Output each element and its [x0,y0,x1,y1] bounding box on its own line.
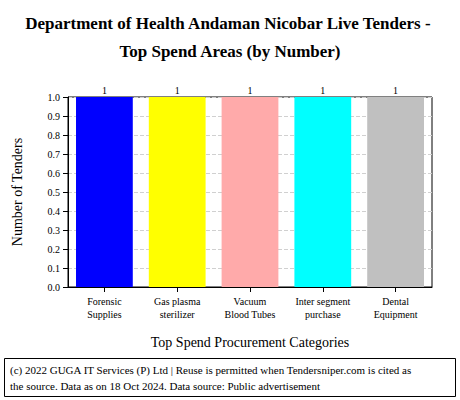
svg-text:0.9: 0.9 [48,111,61,122]
svg-text:1: 1 [320,85,325,96]
svg-text:1.0: 1.0 [48,92,61,103]
svg-text:Blood Tubes: Blood Tubes [225,309,276,320]
svg-text:0.3: 0.3 [48,225,61,236]
svg-text:1: 1 [248,85,253,96]
svg-text:0.2: 0.2 [48,244,61,255]
svg-text:0.7: 0.7 [48,149,61,160]
svg-text:Dental: Dental [382,296,409,307]
svg-text:Supplies: Supplies [87,309,122,320]
svg-text:0.1: 0.1 [48,263,61,274]
svg-text:Equipment: Equipment [374,309,418,320]
svg-text:sterilizer: sterilizer [160,309,196,320]
svg-text:0.5: 0.5 [48,187,61,198]
svg-text:1: 1 [175,85,180,96]
svg-text:Department of Health Andaman N: Department of Health Andaman Nicobar Liv… [25,14,435,33]
svg-text:the source. Data as on 18 Oct: the source. Data as on 18 Oct 2024. Data… [10,380,320,392]
svg-text:Vacuum: Vacuum [234,296,267,307]
svg-text:1: 1 [102,85,107,96]
svg-text:1: 1 [393,85,398,96]
svg-text:0.8: 0.8 [48,130,61,141]
svg-text:0.0: 0.0 [48,282,61,293]
svg-text:purchase: purchase [305,309,341,320]
svg-text:Inter segment: Inter segment [295,296,350,307]
svg-text:Top Spend Procurement Categori: Top Spend Procurement Categories [151,335,349,350]
svg-text:0.6: 0.6 [48,168,61,179]
svg-text:Top Spend Areas (by Number): Top Spend Areas (by Number) [119,42,340,61]
svg-text:0.4: 0.4 [48,206,61,217]
svg-text:Number of Tenders: Number of Tenders [10,138,25,246]
svg-text:Gas plasma: Gas plasma [154,296,201,307]
svg-text:(c) 2022 GUGA IT Services (P): (c) 2022 GUGA IT Services (P) Ltd | Reus… [10,364,414,377]
svg-text:Forensic: Forensic [87,296,122,307]
